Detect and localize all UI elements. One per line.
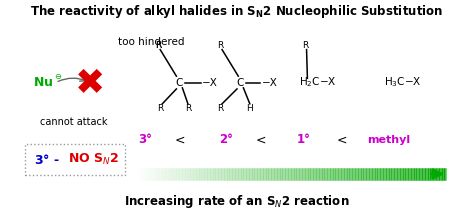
Text: −X: −X (202, 77, 218, 88)
Text: Increasing rate of an S$_N$2 reaction: Increasing rate of an S$_N$2 reaction (124, 193, 350, 210)
Text: cannot attack: cannot attack (40, 117, 108, 127)
Text: R: R (217, 41, 223, 50)
Text: too hindered: too hindered (118, 37, 185, 47)
Text: −X: −X (262, 77, 278, 88)
Text: R: R (155, 41, 161, 50)
Text: NO S$_N$2: NO S$_N$2 (68, 152, 119, 167)
Text: ✖: ✖ (74, 67, 105, 101)
Text: <: < (174, 134, 185, 146)
Text: <: < (336, 134, 347, 146)
Text: The reactivity of alkyl halides in $\mathbf{S_N}$$\mathbf{2}$ Nucleophilic Subst: The reactivity of alkyl halides in $\mat… (30, 3, 444, 20)
Text: 2°: 2° (219, 134, 233, 146)
Text: methyl: methyl (367, 135, 410, 145)
Text: 3°: 3° (138, 134, 152, 146)
Text: H$_2$C−X: H$_2$C−X (299, 76, 337, 89)
Text: 1°: 1° (296, 134, 310, 146)
FancyBboxPatch shape (25, 144, 125, 175)
Text: $\ominus$: $\ominus$ (55, 72, 63, 81)
Text: C: C (176, 77, 183, 88)
Text: R: R (157, 104, 164, 113)
Text: $\mathbf{Nu}$: $\mathbf{Nu}$ (33, 76, 54, 89)
Text: R: R (185, 104, 191, 113)
Text: R: R (217, 104, 223, 113)
Text: R: R (302, 41, 309, 50)
Text: $\mathbf{3°}$ -: $\mathbf{3°}$ - (34, 153, 60, 167)
Text: H: H (246, 104, 253, 113)
Text: H$_3$C−X: H$_3$C−X (384, 76, 422, 89)
Text: C: C (237, 77, 244, 88)
Text: R: R (155, 41, 161, 50)
Text: <: < (255, 134, 266, 146)
